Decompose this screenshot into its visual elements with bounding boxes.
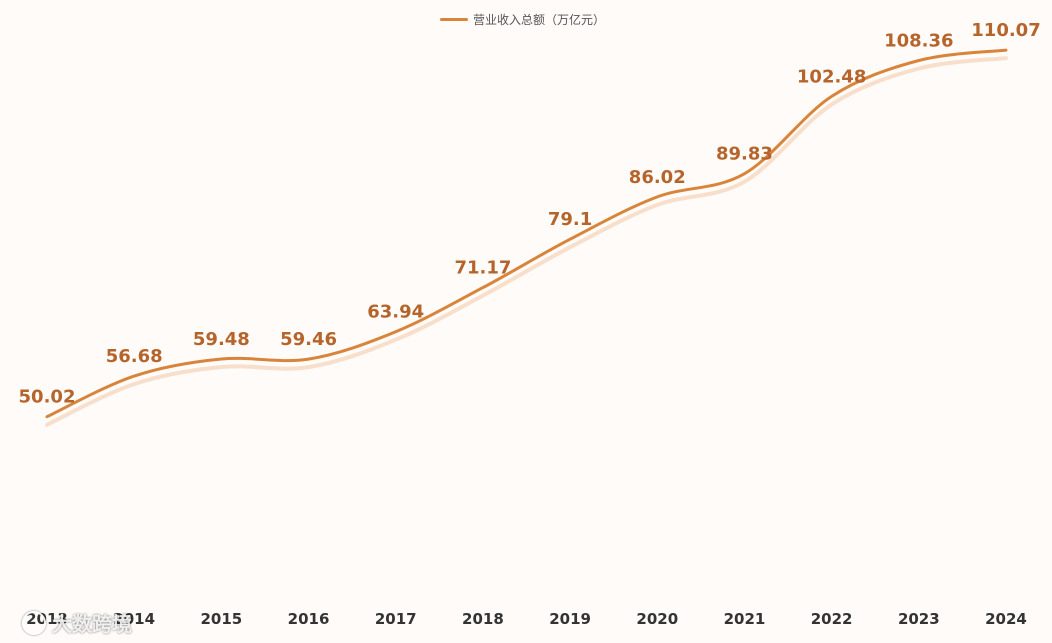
x-tick-2017: 2017 xyxy=(375,610,417,628)
data-label-2013: 50.02 xyxy=(19,387,76,408)
data-label-2024: 110.07 xyxy=(971,20,1040,41)
data-label-2017: 63.94 xyxy=(367,302,424,323)
series-line xyxy=(45,48,1008,419)
data-label-2015: 59.48 xyxy=(193,329,250,350)
legend: 营业收入总额（万亿元） xyxy=(440,10,605,28)
data-label-2018: 71.17 xyxy=(454,258,511,279)
x-tick-2021: 2021 xyxy=(724,610,766,628)
watermark-text: 大数跨境 xyxy=(52,612,132,636)
data-label-2020: 86.02 xyxy=(629,167,686,188)
x-tick-2022: 2022 xyxy=(811,610,853,628)
x-tick-2024: 2024 xyxy=(985,610,1027,628)
series-line-shadow xyxy=(45,56,1008,427)
data-label-2022: 102.48 xyxy=(797,66,866,87)
x-tick-2020: 2020 xyxy=(636,610,678,628)
x-tick-2015: 2015 xyxy=(200,610,242,628)
legend-line-swatch xyxy=(440,17,468,21)
watermark: 大数跨境 xyxy=(22,608,132,637)
x-tick-2018: 2018 xyxy=(462,610,504,628)
data-label-2014: 56.68 xyxy=(106,346,163,367)
data-label-2019: 79.1 xyxy=(548,209,592,230)
data-label-2023: 108.36 xyxy=(884,31,953,52)
x-tick-2019: 2019 xyxy=(549,610,591,628)
data-label-2021: 89.83 xyxy=(716,144,773,165)
x-tick-2023: 2023 xyxy=(898,610,940,628)
x-tick-2016: 2016 xyxy=(288,610,330,628)
x-tick-2014: 2014 xyxy=(113,610,155,628)
circle-logo-icon xyxy=(22,610,46,635)
data-label-2016: 59.46 xyxy=(280,329,337,350)
legend-label: 营业收入总额（万亿元） xyxy=(473,12,606,27)
